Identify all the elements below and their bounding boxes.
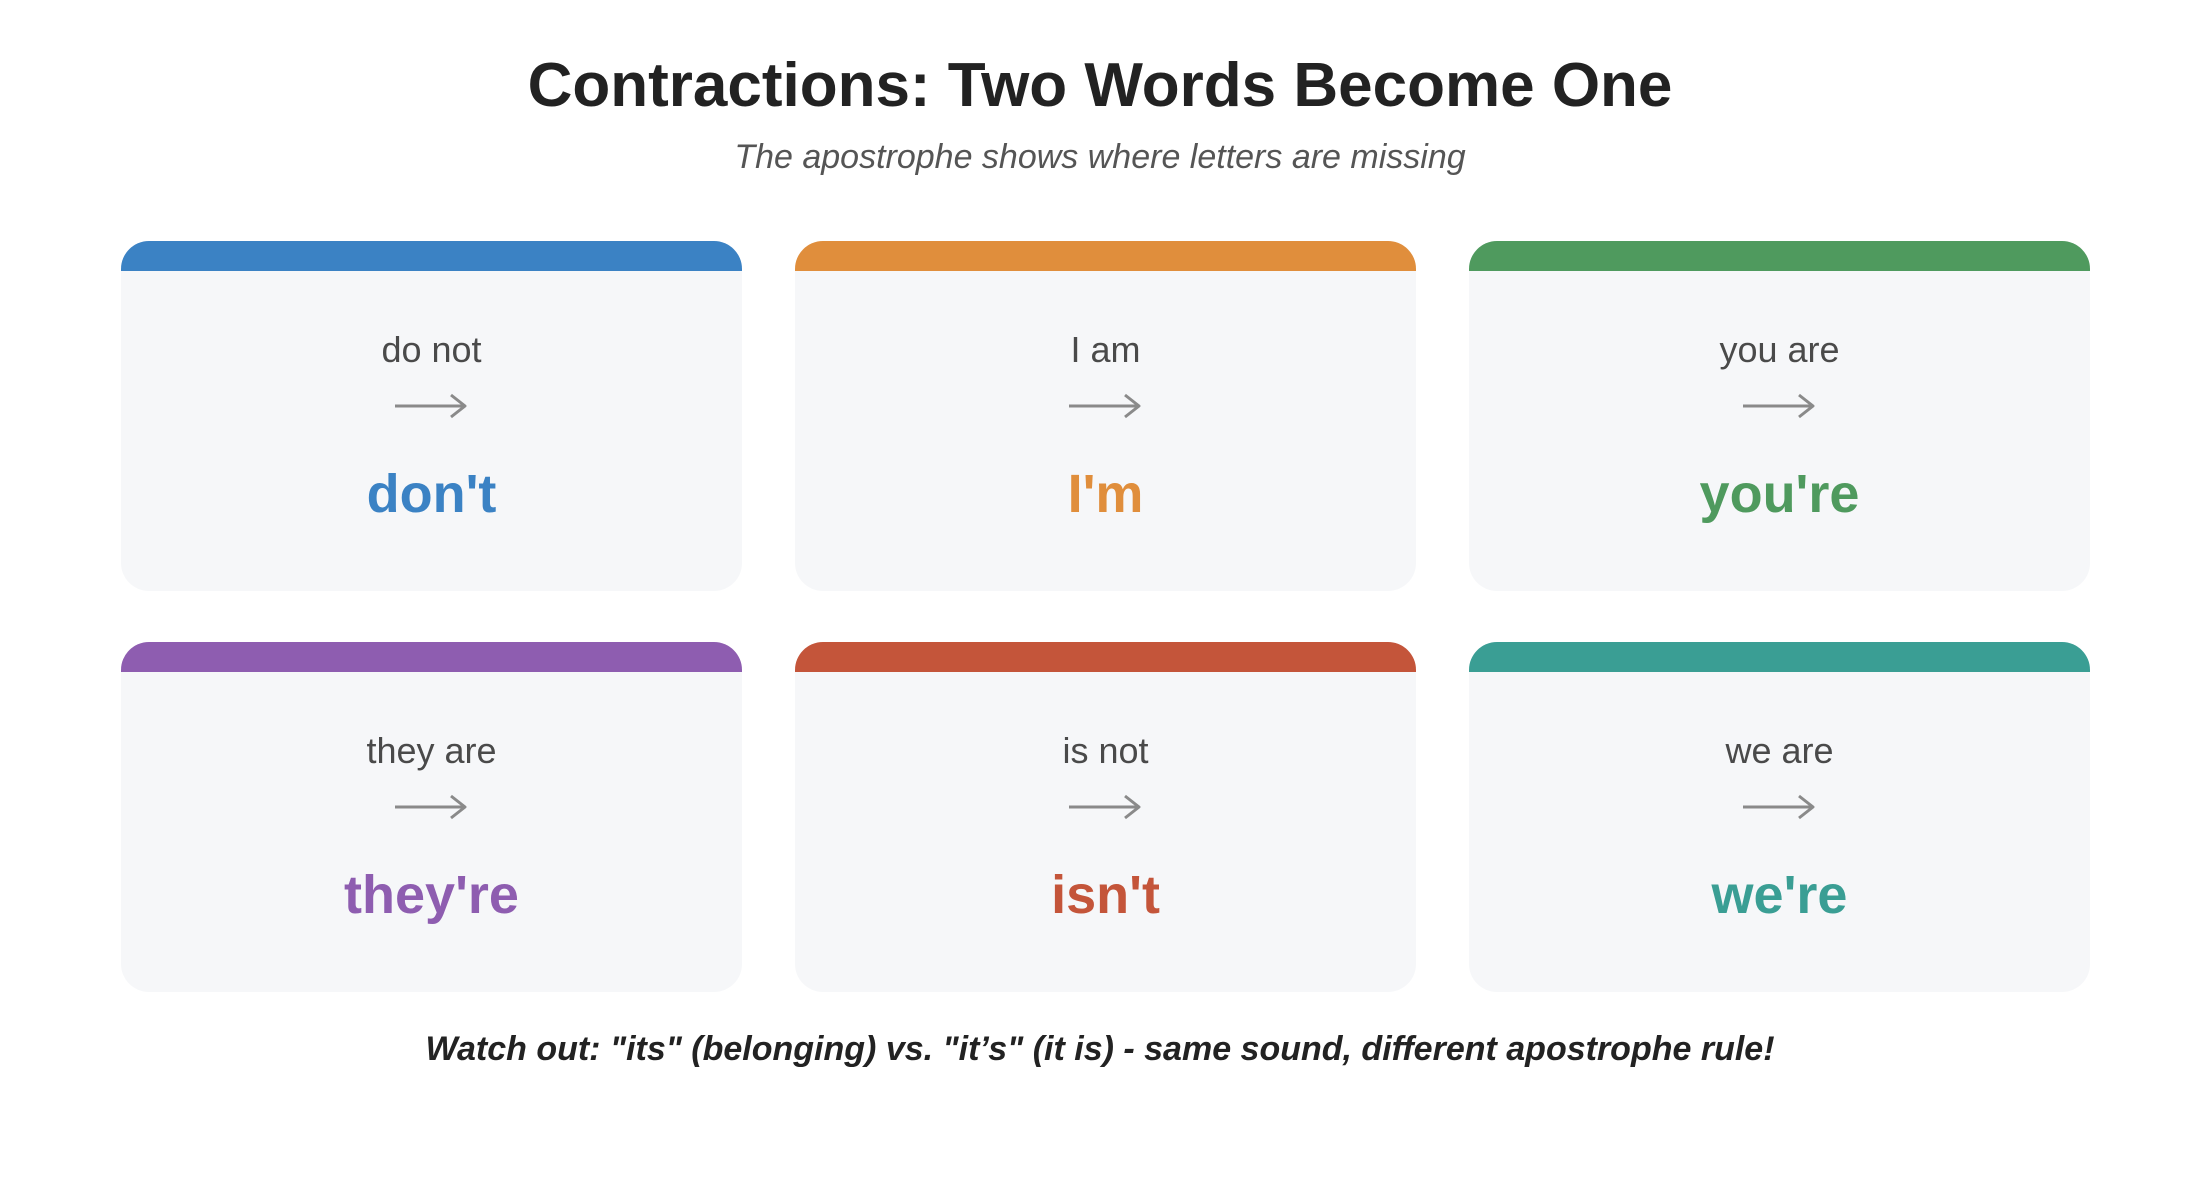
card-contraction: we're — [1711, 865, 1848, 925]
right-arrow-icon — [1743, 794, 1815, 820]
card-contraction: I'm — [1067, 464, 1144, 524]
card-phrase: is not — [1062, 730, 1149, 771]
card-phrase: do not — [381, 329, 482, 370]
footnote: Watch out: "its" (belonging) vs. "it’s" … — [425, 1030, 1775, 1068]
contraction-card: you are you're — [1469, 241, 2090, 591]
contraction-card: do not don't — [121, 241, 742, 591]
card-contraction: you're — [1699, 464, 1860, 524]
right-arrow-icon — [1743, 393, 1815, 419]
right-arrow-icon — [1069, 794, 1141, 820]
card-phrase: I am — [1070, 329, 1141, 370]
card-color-bar — [1469, 642, 2090, 672]
card-contraction: isn't — [1051, 865, 1160, 925]
right-arrow-icon — [395, 393, 467, 419]
card-color-bar — [121, 642, 742, 672]
contraction-card: they are they're — [121, 642, 742, 992]
card-phrase: you are — [1719, 329, 1840, 370]
card-color-bar — [121, 241, 742, 271]
card-contraction: they're — [344, 865, 519, 925]
card-contraction: don't — [366, 464, 497, 524]
card-phrase: we are — [1725, 730, 1834, 771]
page-subtitle: The apostrophe shows where letters are m… — [734, 138, 1466, 176]
card-color-bar — [1469, 241, 2090, 271]
right-arrow-icon — [1069, 393, 1141, 419]
card-color-bar — [795, 241, 1416, 271]
card-color-bar — [795, 642, 1416, 672]
contraction-card: I am I'm — [795, 241, 1416, 591]
card-phrase: they are — [366, 730, 497, 771]
contraction-card: is not isn't — [795, 642, 1416, 992]
contraction-card: we are we're — [1469, 642, 2090, 992]
right-arrow-icon — [395, 794, 467, 820]
page-title: Contractions: Two Words Become One — [527, 51, 1673, 120]
